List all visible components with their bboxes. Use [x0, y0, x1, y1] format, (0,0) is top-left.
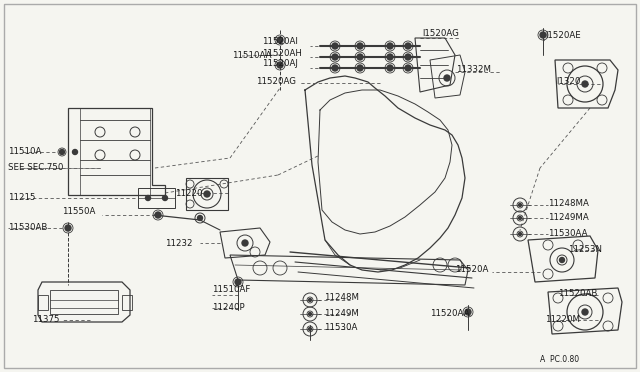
- Text: 11249MA: 11249MA: [548, 212, 589, 221]
- Circle shape: [465, 309, 471, 315]
- Text: 11249M: 11249M: [324, 308, 359, 317]
- Text: 11520AG: 11520AG: [256, 77, 296, 87]
- Circle shape: [145, 196, 150, 201]
- Text: 11510AF: 11510AF: [212, 285, 250, 295]
- Text: 11510AA: 11510AA: [232, 51, 271, 61]
- Text: 11510A: 11510A: [8, 148, 42, 157]
- Circle shape: [308, 312, 312, 315]
- Circle shape: [277, 62, 283, 68]
- Circle shape: [60, 150, 65, 154]
- Text: l1320: l1320: [556, 77, 580, 87]
- Text: 11520AH: 11520AH: [262, 48, 302, 58]
- Text: 11332M: 11332M: [456, 65, 491, 74]
- Text: 11248MA: 11248MA: [548, 199, 589, 208]
- Text: 11520AA: 11520AA: [430, 310, 470, 318]
- Circle shape: [387, 65, 393, 71]
- Text: 11520AJ: 11520AJ: [262, 60, 298, 68]
- Circle shape: [242, 240, 248, 246]
- Circle shape: [332, 54, 338, 60]
- Circle shape: [65, 225, 71, 231]
- Text: 11375: 11375: [32, 315, 60, 324]
- Text: 11520AI: 11520AI: [262, 38, 298, 46]
- Circle shape: [582, 309, 588, 315]
- Text: 11248M: 11248M: [324, 294, 359, 302]
- Text: 11530AB: 11530AB: [8, 224, 47, 232]
- Circle shape: [204, 191, 210, 197]
- Circle shape: [308, 327, 312, 330]
- Circle shape: [559, 257, 564, 263]
- Text: 11253N: 11253N: [568, 246, 602, 254]
- Text: 11240P: 11240P: [212, 302, 244, 311]
- Circle shape: [444, 75, 450, 81]
- Circle shape: [332, 43, 338, 49]
- Text: 11215: 11215: [8, 193, 35, 202]
- Circle shape: [518, 217, 522, 219]
- Circle shape: [198, 215, 202, 221]
- Text: 11220M: 11220M: [545, 314, 580, 324]
- Circle shape: [332, 65, 338, 71]
- Text: 11550A: 11550A: [62, 208, 95, 217]
- Text: 11520A: 11520A: [455, 266, 488, 275]
- Circle shape: [72, 150, 77, 154]
- Text: 11520AB: 11520AB: [558, 289, 597, 298]
- Text: 11220: 11220: [175, 189, 202, 198]
- Circle shape: [163, 196, 168, 201]
- Text: 11232: 11232: [165, 238, 193, 247]
- Circle shape: [582, 81, 588, 87]
- Circle shape: [405, 65, 411, 71]
- Circle shape: [277, 37, 283, 43]
- Circle shape: [405, 43, 411, 49]
- Circle shape: [235, 279, 241, 285]
- Circle shape: [518, 203, 522, 206]
- Circle shape: [357, 54, 363, 60]
- Text: 11530A: 11530A: [324, 324, 357, 333]
- Text: 11530AA: 11530AA: [548, 228, 588, 237]
- Circle shape: [357, 43, 363, 49]
- Circle shape: [387, 54, 393, 60]
- Circle shape: [308, 298, 312, 301]
- Text: A  PC.0.80: A PC.0.80: [540, 356, 579, 365]
- Circle shape: [405, 54, 411, 60]
- Circle shape: [357, 65, 363, 71]
- Text: l1520AE: l1520AE: [545, 32, 580, 41]
- Text: SEE SEC.750: SEE SEC.750: [8, 164, 63, 173]
- Text: l1520AG: l1520AG: [422, 29, 459, 38]
- Circle shape: [518, 232, 522, 235]
- Circle shape: [387, 43, 393, 49]
- Circle shape: [540, 32, 546, 38]
- Circle shape: [155, 212, 161, 218]
